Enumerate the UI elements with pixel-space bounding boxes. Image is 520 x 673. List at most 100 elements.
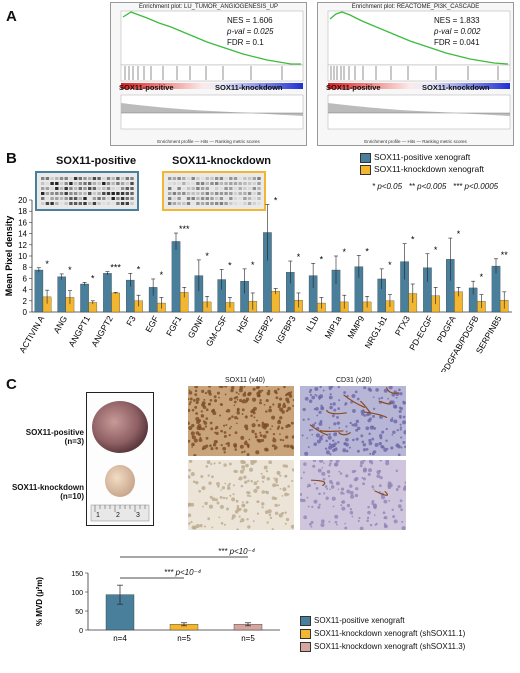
cell-nucleus [272, 403, 275, 406]
cell-nucleus [315, 407, 319, 411]
significance-note: * p<0.05 ** p<0.005 *** p<0.0005 [372, 182, 499, 191]
cell-nucleus [345, 437, 349, 442]
cell-nucleus [218, 386, 221, 388]
cell-nucleus [302, 418, 305, 421]
cell-nucleus [363, 414, 367, 417]
array-spot [83, 197, 87, 200]
array-spot [215, 192, 219, 195]
cell-nucleus [276, 427, 280, 430]
cell-nucleus [248, 438, 251, 441]
cell-nucleus [262, 423, 266, 427]
y-tick-label: 4 [23, 286, 28, 295]
cell-nucleus [355, 419, 360, 424]
array-spot [215, 202, 219, 205]
cell-nucleus [195, 523, 200, 528]
cell-nucleus [284, 474, 287, 478]
array-spot [215, 187, 219, 190]
cell-nucleus [307, 418, 310, 421]
cell-nucleus [391, 433, 394, 436]
significance-marker: * [91, 273, 95, 283]
cell-nucleus [353, 422, 358, 427]
array-spot [97, 192, 101, 195]
cell-nucleus [381, 430, 385, 434]
cell-nucleus [217, 485, 220, 488]
array-spot [205, 177, 209, 180]
significance-marker: * [320, 254, 324, 264]
array-spot [73, 197, 78, 200]
cell-nucleus [269, 428, 272, 430]
cell-nucleus [397, 504, 402, 509]
cell-nucleus [325, 450, 330, 455]
cell-nucleus [241, 501, 244, 504]
cell-nucleus [245, 463, 249, 468]
cell-nucleus [275, 480, 278, 484]
cell-nucleus [261, 389, 264, 392]
cell-nucleus [261, 506, 264, 509]
array-spot [111, 182, 115, 185]
cell-nucleus [367, 472, 371, 476]
cell-nucleus [345, 430, 348, 433]
ruler-mark-3: 3 [136, 512, 140, 519]
cell-nucleus [189, 401, 192, 404]
x-tick-label: GM-CSF [204, 314, 229, 348]
cell-nucleus [329, 460, 333, 462]
cell-nucleus [259, 398, 262, 402]
cell-nucleus [245, 500, 249, 504]
cell-nucleus [318, 410, 322, 414]
cell-nucleus [398, 409, 402, 414]
cell-nucleus [329, 393, 332, 396]
micrograph-sox11-positive [188, 386, 294, 456]
cell-nucleus [401, 520, 404, 523]
array-spot [238, 192, 242, 195]
cell-nucleus [248, 467, 254, 472]
cell-nucleus [398, 388, 401, 392]
cell-nucleus [384, 515, 388, 520]
x-tick-label: IL1b [304, 314, 321, 334]
cell-nucleus [220, 521, 224, 525]
cell-nucleus [289, 444, 294, 449]
cell-nucleus [224, 386, 228, 388]
cell-nucleus [254, 435, 258, 439]
cell-nucleus [333, 422, 337, 426]
cell-nucleus [330, 485, 335, 489]
cell-nucleus [218, 516, 221, 519]
cell-nucleus [311, 433, 314, 436]
array-spot [41, 202, 45, 205]
cell-nucleus [278, 513, 283, 518]
y-axis-label: % MVD (µ²m) [35, 577, 44, 626]
array-spot [41, 192, 45, 195]
cell-nucleus [281, 511, 285, 515]
y-tick-label: 14 [18, 230, 27, 239]
cell-nucleus [220, 489, 223, 491]
cell-nucleus [219, 386, 224, 389]
cell-nucleus [191, 435, 196, 440]
cell-nucleus [211, 475, 214, 479]
cell-nucleus [334, 432, 337, 435]
cell-nucleus [371, 502, 374, 505]
cell-nucleus [361, 412, 365, 416]
cell-nucleus [367, 505, 370, 509]
cell-nucleus [302, 471, 305, 474]
cell-nucleus [332, 505, 335, 508]
cell-nucleus [239, 444, 244, 449]
cell-nucleus [188, 408, 191, 413]
array-label-knockdown: SOX11-knockdown [172, 155, 272, 167]
cell-nucleus [239, 398, 243, 403]
cell-nucleus [223, 434, 227, 438]
cell-nucleus [335, 481, 340, 486]
cell-nucleus [202, 420, 206, 423]
array-spot [247, 177, 252, 180]
significance-marker: * [480, 272, 484, 282]
cell-nucleus [231, 497, 236, 502]
array-spot [182, 192, 186, 195]
cell-nucleus [249, 495, 252, 498]
array-spot [229, 192, 233, 195]
cell-nucleus [362, 482, 365, 486]
cell-nucleus [359, 464, 363, 468]
bar-positive [103, 273, 112, 313]
cell-nucleus [209, 421, 213, 425]
array-spot [116, 192, 120, 195]
cell-nucleus [309, 393, 312, 397]
cell-nucleus [359, 526, 364, 530]
y-tick-label: 12 [18, 241, 27, 250]
